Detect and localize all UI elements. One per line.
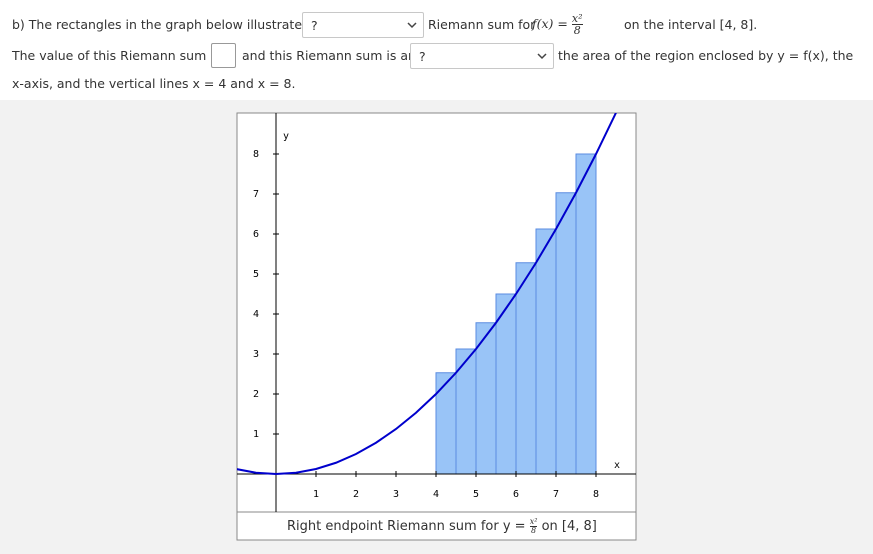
y-tick-label: 6 xyxy=(253,229,259,240)
fraction: x² 8 xyxy=(571,12,583,37)
text: and this Riemann sum is an xyxy=(242,48,416,63)
x-tick-label: 3 xyxy=(393,489,399,500)
riemann-rect xyxy=(515,262,537,475)
y-tick-label: 1 xyxy=(253,429,259,440)
caption-text: Right endpoint Riemann sum for y = xyxy=(287,519,526,534)
dropdown[interactable]: ? xyxy=(410,43,554,69)
y-tick-label: 3 xyxy=(253,349,259,360)
riemann-rect xyxy=(535,228,557,475)
x-tick-label: 6 xyxy=(513,489,519,500)
numerator: x² xyxy=(571,12,583,25)
math-lhs: f(x) = xyxy=(532,16,568,31)
text: b) The rectangles in the graph below ill… xyxy=(12,17,314,32)
fraction: x² 8 xyxy=(529,517,538,535)
text: Riemann sum for xyxy=(428,17,536,32)
text: x-axis, and the vertical lines x = 4 and… xyxy=(12,76,296,91)
y-tick-label: 7 xyxy=(253,189,259,200)
riemann-rect xyxy=(575,153,597,475)
x-tick-label: 1 xyxy=(313,489,319,500)
x-axis-label: x xyxy=(614,460,620,471)
x-tick-label: 7 xyxy=(553,489,559,500)
riemann-rect xyxy=(555,192,577,475)
text: The value of this Riemann sum is xyxy=(12,48,221,63)
chevron xyxy=(407,22,417,29)
text: on the interval [4, 8]. xyxy=(624,17,758,32)
dropdown[interactable]: ? xyxy=(302,12,424,38)
y-axis-label: y xyxy=(283,131,289,142)
curve xyxy=(237,113,617,476)
math: f(x) = x² 8 xyxy=(532,11,583,37)
denominator: 8 xyxy=(531,526,537,535)
y-tick-label: 8 xyxy=(253,149,259,160)
x-tick-label: 2 xyxy=(353,489,359,500)
answer-input[interactable] xyxy=(211,43,236,68)
caption-text: on [4, 8] xyxy=(541,519,597,534)
chevron xyxy=(537,53,547,60)
caption: Right endpoint Riemann sum for y = x² 8 o… xyxy=(287,516,597,538)
y-tick-label: 5 xyxy=(253,269,259,280)
text: the area of the region enclosed by y = f… xyxy=(558,48,854,63)
x-tick-label: 4 xyxy=(433,489,439,500)
dropdown-text: ? xyxy=(311,18,318,33)
x-tick-label: 5 xyxy=(473,489,479,500)
y-tick-label: 2 xyxy=(253,389,259,400)
riemann-rect xyxy=(495,293,517,475)
dropdown-text: ? xyxy=(419,49,426,64)
denominator: 8 xyxy=(573,24,581,37)
x-tick-label: 8 xyxy=(593,489,599,500)
numerator: x² xyxy=(529,517,538,527)
y-tick-label: 4 xyxy=(253,309,259,320)
riemann-rect xyxy=(435,372,457,475)
